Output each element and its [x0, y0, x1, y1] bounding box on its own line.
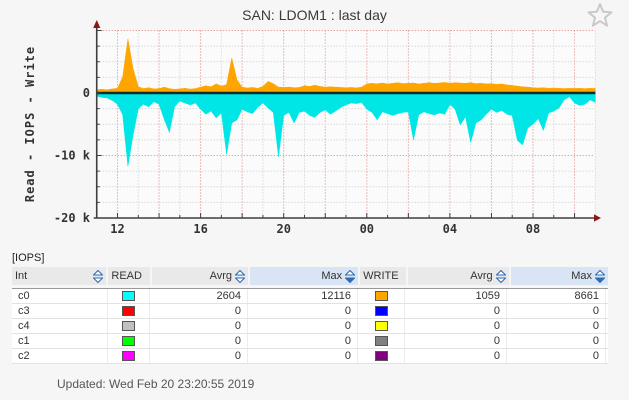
write-avrg-value: 0 [405, 349, 507, 363]
column-header-int[interactable]: Int [12, 267, 107, 285]
interface-label: c4 [12, 319, 108, 333]
write-color-swatch [374, 336, 388, 346]
read-avrg-value: 0 [150, 304, 248, 318]
updated-timestamp: Updated: Wed Feb 20 23:20:55 2019 [57, 377, 255, 391]
interface-label: c2 [12, 349, 108, 363]
chart-axes [93, 20, 601, 222]
read-color-swatch [122, 351, 135, 361]
column-header-read-avrg[interactable]: Avrg [151, 267, 249, 285]
read-max-value: 0 [248, 304, 358, 318]
table-row[interactable]: c3 0 0 0 0 [12, 304, 608, 319]
write-max-value: 0 [507, 319, 606, 333]
write-avrg-value: 0 [405, 319, 507, 333]
interface-label: c0 [12, 289, 108, 303]
column-header-write-avrg-label: Avrg [470, 270, 493, 282]
column-header-write-max[interactable]: Max [510, 267, 608, 285]
write-avrg-value: 1059 [405, 289, 507, 303]
table-row[interactable]: c4 0 0 0 0 [12, 319, 608, 334]
write-color-swatch [374, 351, 388, 361]
chart-title: SAN: LDOM1 : last day [242, 7, 387, 23]
svg-text:-10 k: -10 k [54, 149, 91, 163]
read-avrg-value: 0 [150, 334, 248, 348]
interface-label: c3 [12, 304, 108, 318]
iops-table: Int READ Avrg Max [12, 267, 608, 364]
read-color-swatch [122, 336, 135, 346]
write-max-value: 0 [507, 334, 606, 348]
svg-text:08: 08 [526, 222, 540, 236]
favorite-star-icon[interactable] [585, 2, 619, 36]
svg-text:04: 04 [443, 222, 457, 236]
write-max-value: 8661 [507, 289, 606, 303]
read-color-swatch [122, 291, 135, 301]
column-header-read-max-label: Max [321, 270, 343, 282]
column-header-write-avrg[interactable]: Avrg [408, 267, 509, 285]
column-header-read-max[interactable]: Max [250, 267, 359, 285]
read-color-swatch [122, 306, 135, 316]
column-header-read[interactable]: READ [108, 267, 150, 285]
sort-icon [495, 269, 506, 283]
sort-desc-icon [345, 269, 356, 283]
interface-label: c1 [12, 334, 108, 348]
svg-text:12: 12 [110, 222, 124, 236]
column-header-write-max-label: Max [571, 270, 592, 282]
read-max-value: 0 [248, 349, 358, 363]
write-avrg-value: 0 [405, 334, 507, 348]
write-color-swatch [374, 321, 388, 331]
iops-table-header: Int READ Avrg Max [12, 267, 608, 285]
iops-table-rows: c0 2604 12116 1059 8661 c3 0 0 0 0 c4 [12, 288, 608, 364]
read-avrg-value: 0 [150, 319, 248, 333]
read-max-value: 0 [248, 319, 358, 333]
svg-text:Read - IOPS - Write: Read - IOPS - Write [23, 46, 37, 202]
svg-text:00: 00 [360, 222, 374, 236]
svg-text:-20 k: -20 k [54, 211, 91, 225]
table-row[interactable]: c2 0 0 0 0 [12, 349, 608, 364]
sort-desc-icon [594, 269, 605, 283]
column-header-read-label: READ [111, 270, 142, 282]
column-header-write[interactable]: WRITE [360, 267, 407, 285]
iops-section-label: [IOPS] [12, 252, 45, 264]
svg-text:16: 16 [193, 222, 207, 236]
write-avrg-value: 0 [405, 304, 507, 318]
chart-labels: 0 -10 k -20 k 12 16 20 00 04 08 Read - IOPS - Wri… [23, 46, 540, 236]
iops-chart[interactable]: 0 -10 k -20 k 12 16 20 00 04 08 Read - IOPS - Wri… [0, 0, 629, 246]
sort-icon [93, 269, 104, 283]
read-max-value: 12116 [248, 289, 358, 303]
write-max-value: 0 [507, 304, 606, 318]
table-row[interactable]: c0 2604 12116 1059 8661 [12, 289, 608, 304]
read-avrg-value: 2604 [150, 289, 248, 303]
read-avrg-value: 0 [150, 349, 248, 363]
read-max-value: 0 [248, 334, 358, 348]
sort-icon [235, 269, 246, 283]
svg-text:20: 20 [276, 222, 290, 236]
chart-grid [96, 30, 596, 218]
column-header-int-label: Int [15, 270, 28, 282]
svg-text:0: 0 [83, 86, 90, 100]
table-row[interactable]: c1 0 0 0 0 [12, 334, 608, 349]
column-header-read-avrg-label: Avrg [209, 270, 233, 282]
column-header-write-label: WRITE [363, 270, 399, 282]
write-max-value: 0 [507, 349, 606, 363]
read-color-swatch [122, 321, 135, 331]
write-color-swatch [374, 291, 388, 301]
chart-series [96, 38, 596, 167]
write-color-swatch [374, 306, 388, 316]
